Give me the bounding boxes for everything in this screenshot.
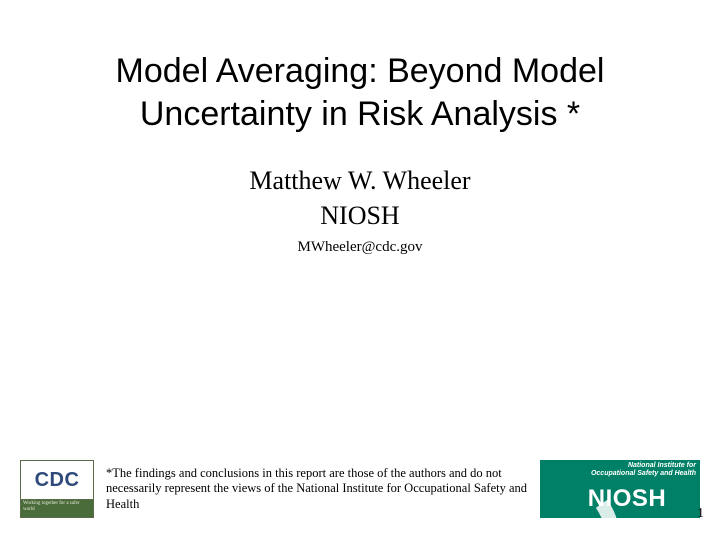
title-line-2: Uncertainty in Risk Analysis * — [140, 95, 580, 133]
slide-title: Model Averaging: Beyond Model Uncertaint… — [40, 50, 680, 135]
author-email: MWheeler@cdc.gov — [40, 239, 680, 256]
cdc-logo-tagline: Working together for a safer world — [20, 500, 94, 518]
author-block: Matthew W. Wheeler NIOSH — [40, 163, 680, 233]
cdc-logo-text: CDC — [20, 460, 94, 500]
author-org: NIOSH — [40, 198, 680, 233]
niosh-logo-subtitle: National Institute for Occupational Safe… — [540, 460, 700, 480]
niosh-logo: National Institute for Occupational Safe… — [540, 460, 700, 518]
footer: CDC Working together for a safer world *… — [20, 460, 700, 518]
niosh-logo-text: NIOSH — [588, 485, 667, 513]
niosh-logo-main: NIOSH — [540, 480, 700, 518]
cdc-logo: CDC Working together for a safer world — [20, 460, 94, 518]
page-number: 1 — [697, 506, 704, 522]
title-line-1: Model Averaging: Beyond Model — [116, 52, 605, 90]
author-name: Matthew W. Wheeler — [40, 163, 680, 198]
disclaimer-text: *The findings and conclusions in this re… — [102, 466, 532, 513]
slide: Model Averaging: Beyond Model Uncertaint… — [0, 0, 720, 540]
